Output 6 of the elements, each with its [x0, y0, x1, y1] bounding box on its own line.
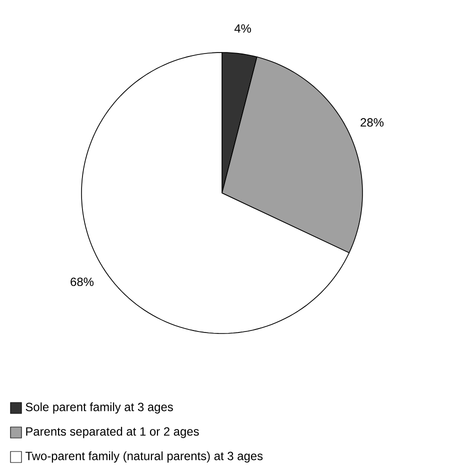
- data-label: 4%: [234, 24, 251, 33]
- legend-label: Sole parent family at 3 ages: [26, 402, 173, 414]
- legend-label: Two-parent family (natural parents) at 3 ages: [25, 451, 263, 463]
- legend-label: Parents separated at 1 or 2 ages: [26, 426, 199, 438]
- data-label: 28%: [360, 118, 384, 127]
- data-label: 68%: [70, 278, 94, 286]
